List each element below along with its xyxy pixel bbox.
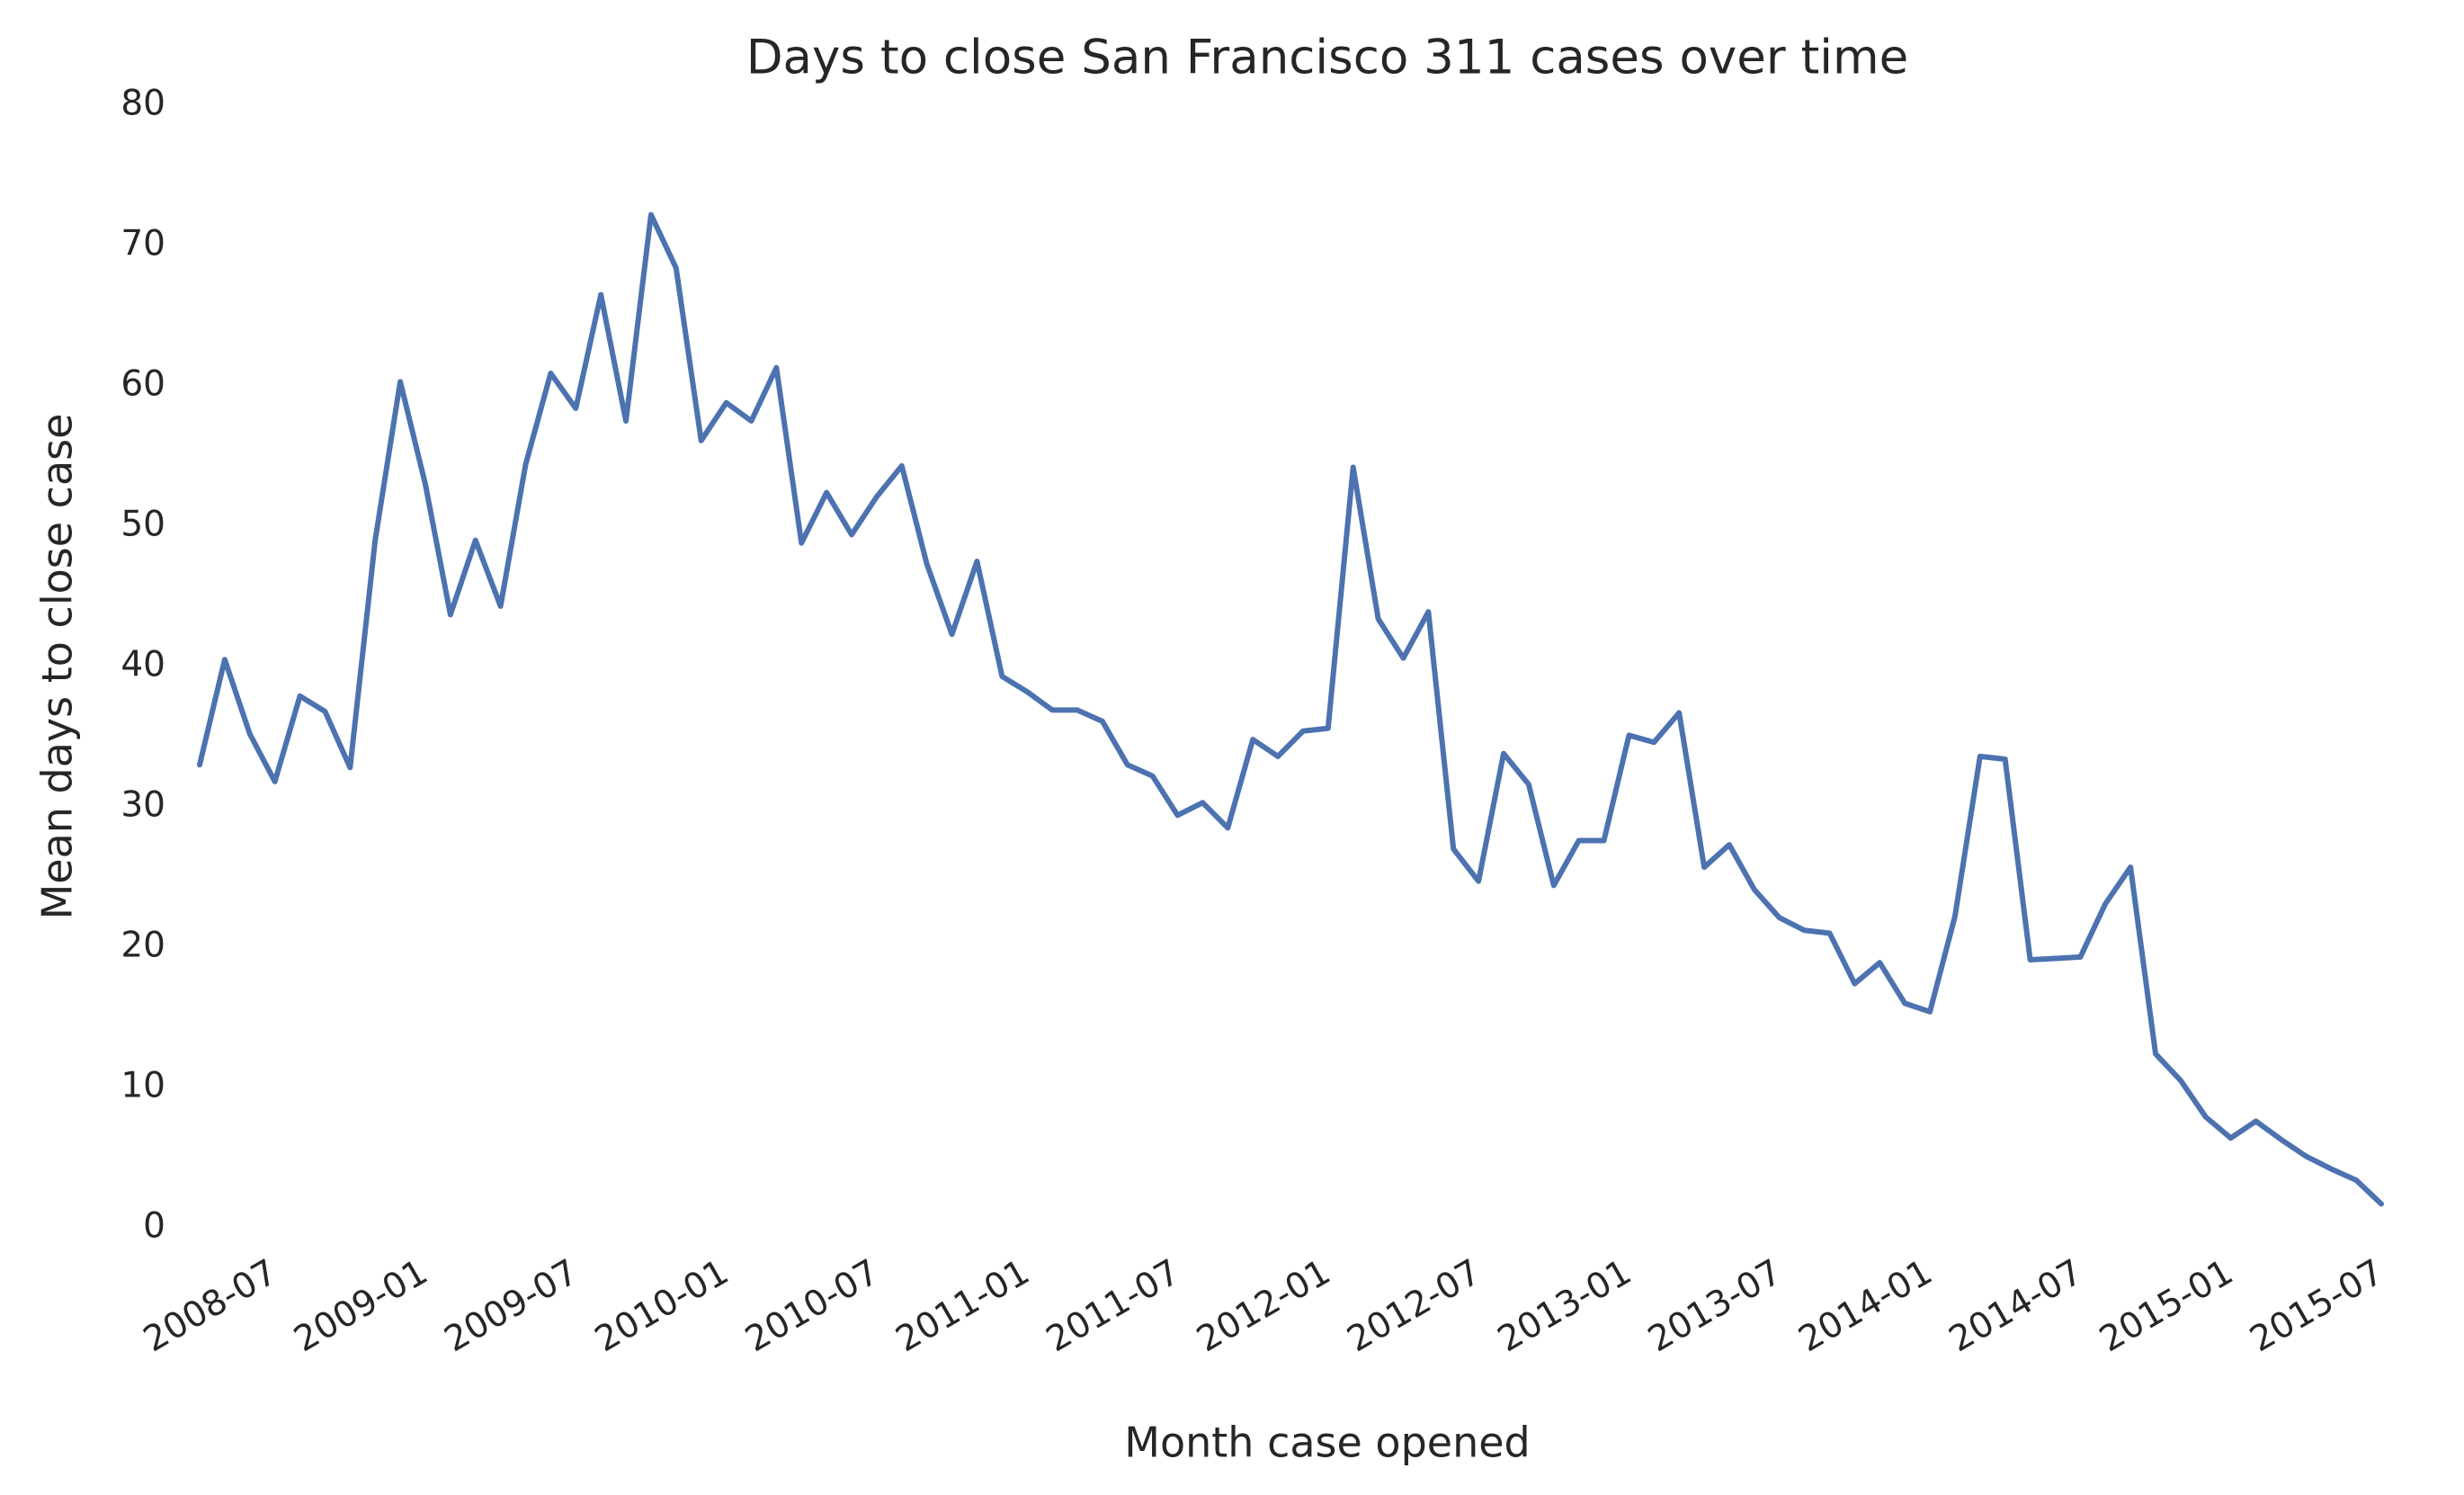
x-tick-label: 2011-07 [1040, 1252, 1187, 1360]
x-tick-label: 2011-01 [889, 1252, 1037, 1360]
y-tick-label: 80 [121, 84, 165, 124]
x-tick-label: 2012-01 [1190, 1252, 1337, 1360]
y-tick-label: 50 [121, 505, 165, 545]
y-axis-label: Mean days to close case [33, 414, 82, 920]
x-tick-label: 2012-07 [1341, 1252, 1488, 1360]
x-axis-label: Month case opened [1124, 1419, 1530, 1467]
x-tick-label: 2009-07 [438, 1252, 585, 1360]
x-tick-label: 2013-07 [1641, 1252, 1789, 1360]
x-tick-label: 2015-01 [2093, 1252, 2240, 1360]
x-tick-label: 2013-01 [1491, 1252, 1638, 1360]
y-tick-label: 10 [121, 1066, 165, 1106]
y-tick-label: 70 [121, 224, 165, 264]
chart-title: Days to close San Francisco 311 cases ov… [746, 31, 1909, 85]
y-tick-label: 40 [121, 645, 165, 685]
y-tick-label: 30 [121, 785, 165, 826]
y-tick-label: 60 [121, 364, 165, 405]
x-tick-label: 2008-07 [137, 1252, 284, 1360]
data-line [197, 211, 2384, 1207]
x-tick-label: 2010-07 [739, 1252, 887, 1360]
y-tick-label: 20 [121, 926, 165, 966]
x-tick-label: 2010-01 [588, 1252, 736, 1360]
x-tick-label: 2014-01 [1792, 1252, 1940, 1360]
x-tick-label: 2009-01 [288, 1252, 435, 1360]
x-tick-label: 2014-07 [1942, 1252, 2090, 1360]
x-tick-label: 2015-07 [2244, 1252, 2391, 1360]
y-tick-label: 0 [143, 1206, 165, 1247]
